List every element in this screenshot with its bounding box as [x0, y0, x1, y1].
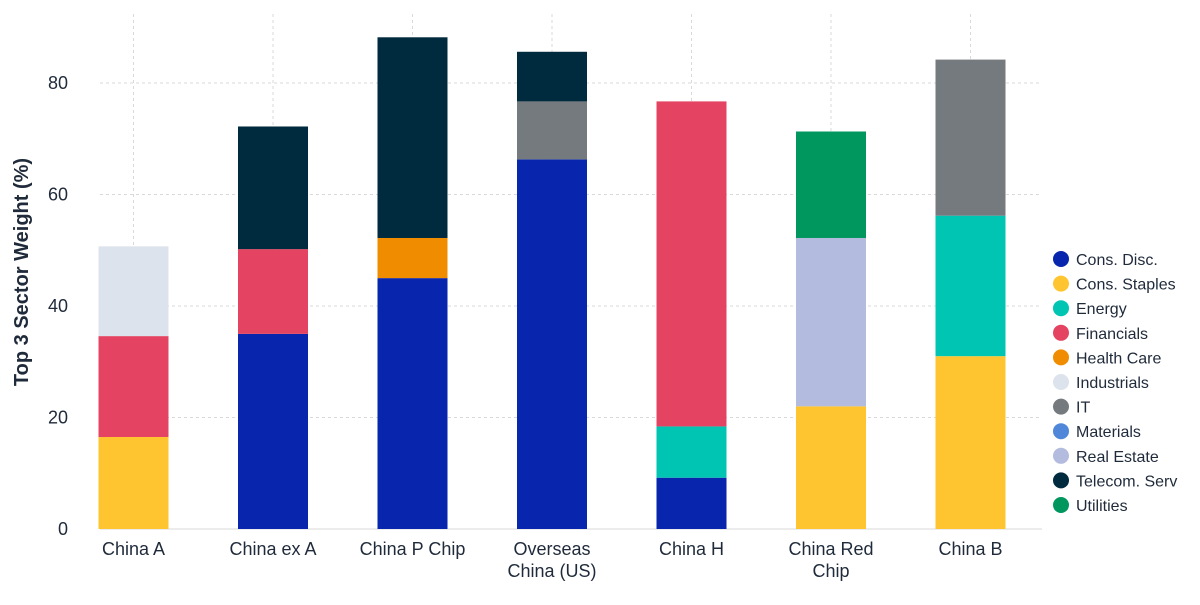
- bar-segment-industrials-0: [98, 246, 169, 337]
- legend-marker-cons-disc: [1053, 251, 1069, 267]
- bar-segment-energy-6: [935, 215, 1006, 357]
- legend-label-it: IT: [1076, 400, 1090, 417]
- x-tick-label-1: China ex A: [229, 539, 316, 559]
- legend-label-cons-disc: Cons. Disc.: [1076, 252, 1158, 269]
- bar-segment-cons-disc-1: [238, 333, 308, 529]
- bar-segment-telecom-serv-2: [377, 37, 448, 238]
- x-tick-label-5: China Red Chip: [788, 539, 873, 581]
- legend-label-financials: Financials: [1076, 326, 1148, 343]
- bar-segment-cons-staples-0: [98, 437, 169, 529]
- legend-label-real-estate: Real Estate: [1076, 449, 1159, 466]
- x-tick-label-2: China P Chip: [360, 539, 466, 559]
- bar-segment-financials-1: [238, 249, 308, 334]
- legend-label-cons-staples: Cons. Staples: [1076, 277, 1176, 294]
- bar-segment-cons-staples-6: [935, 356, 1006, 529]
- legend-label-industrials: Industrials: [1076, 375, 1149, 392]
- legend-marker-cons-staples: [1053, 275, 1069, 292]
- bar-segment-financials-4: [656, 101, 727, 427]
- bar-segment-energy-4: [656, 426, 727, 478]
- bars: [98, 37, 1006, 529]
- legend-marker-utilities: [1053, 497, 1069, 513]
- y-axis-label: Top 3 Sector Weight (%): [11, 158, 33, 386]
- y-tick-label-40: 40: [48, 296, 68, 316]
- legend-label-utilities: Utilities: [1076, 498, 1128, 515]
- bar-segment-it-6: [935, 59, 1006, 216]
- x-tick-label-0: China A: [102, 539, 165, 559]
- bar-segment-cons-disc-2: [377, 278, 448, 529]
- bar-segment-health-care-2: [377, 237, 448, 279]
- x-tick-label-6: China B: [938, 539, 1002, 559]
- x-tick-label-3: Overseas China (US): [507, 539, 596, 581]
- legend-marker-health-care: [1053, 349, 1069, 366]
- legend-label-health-care: Health Care: [1076, 350, 1161, 367]
- bar-segment-telecom-serv-1: [238, 126, 308, 250]
- x-axis-labels: China A China ex A China P Chip Overseas Chi…: [102, 539, 1003, 581]
- legend-marker-industrials: [1053, 374, 1069, 390]
- bar-segment-it-3: [517, 101, 587, 160]
- y-tick-label-0: 0: [58, 519, 68, 539]
- y-tick-label-80: 80: [48, 73, 68, 93]
- bar-segment-telecom-serv-3: [517, 51, 587, 102]
- legend-marker-materials: [1053, 423, 1069, 440]
- x-tick-label-4: China H: [659, 539, 724, 559]
- legend-marker-it: [1053, 398, 1069, 415]
- legend-label-telecom-serv: Telecom. Serv: [1076, 473, 1177, 490]
- bar-segment-cons-staples-5: [796, 406, 866, 529]
- legend-marker-energy: [1053, 300, 1069, 317]
- legend-label-energy: Energy: [1076, 301, 1127, 318]
- legend-label-materials: Materials: [1076, 424, 1141, 441]
- legend-marker-telecom-serv: [1053, 472, 1069, 489]
- legend: Cons. Disc. Cons. Staples Energy Financials…: [1053, 251, 1177, 515]
- bar-segment-real-estate-5: [796, 237, 866, 407]
- bar-segment-financials-0: [98, 336, 169, 438]
- bar-segment-cons-disc-4: [656, 477, 727, 529]
- legend-marker-real-estate: [1053, 447, 1069, 464]
- bar-segment-utilities-5: [796, 131, 866, 238]
- y-tick-label-20: 20: [48, 408, 68, 428]
- bar-segment-cons-disc-3: [517, 159, 587, 529]
- y-axis-ticks: 0 20 40 60 80: [48, 73, 68, 539]
- y-tick-label-60: 60: [48, 185, 68, 205]
- legend-marker-financials: [1053, 324, 1069, 341]
